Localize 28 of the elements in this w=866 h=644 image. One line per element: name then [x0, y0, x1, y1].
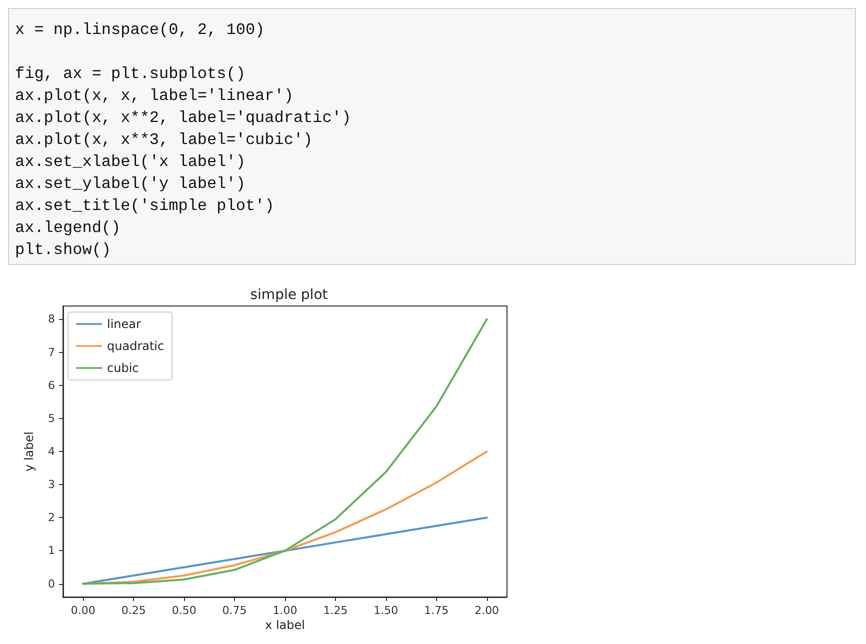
legend-label: linear	[107, 317, 142, 331]
x-tick-label: 1.50	[374, 604, 398, 617]
line-series	[82, 318, 488, 585]
x-tick-label: 1.25	[323, 604, 348, 617]
x-tick-label: 1.75	[424, 604, 449, 617]
x-tick-label: 0.50	[172, 604, 196, 617]
y-tick-label: 2	[48, 511, 55, 524]
y-tick-label: 3	[48, 478, 55, 492]
legend-label: cubic	[107, 361, 139, 375]
y-tick-label: 8	[48, 312, 55, 326]
legend-label: quadratic	[107, 339, 164, 353]
x-tick-label: 1.00	[272, 604, 298, 617]
x-tick-label: 0.25	[121, 604, 146, 617]
x-tick-label: 0.00	[70, 604, 96, 617]
x-axis-title: x label	[265, 618, 305, 632]
line-series	[82, 516, 488, 585]
y-tick-label: 0	[48, 577, 55, 590]
text: x = np.linspace(0, 2, 100) fig, ax = plt.subplots() ax.plot(x, x, label='linear') ax.plot(x, x**2, label='quadratic') ax.plot(x, x**3, label='cubic') ax.set_xlabel('x label') ax.set_ylabel('y label') ax.set_title('simple plot') ax.legend() plt.show()	[15, 21, 352, 259]
y-tick-label: 5	[48, 412, 55, 425]
chart-title: simple plot	[250, 287, 328, 303]
x-tick-label: 2.00	[474, 604, 500, 617]
x-tick-label: 0.75	[222, 604, 247, 617]
y-tick-label: 7	[48, 346, 55, 359]
y-tick-label: 4	[48, 445, 55, 458]
line-series	[82, 450, 488, 585]
y-tick-label: 6	[48, 378, 55, 392]
y-axis-title: y label	[22, 432, 36, 472]
y-tick-label: 1	[48, 544, 55, 558]
